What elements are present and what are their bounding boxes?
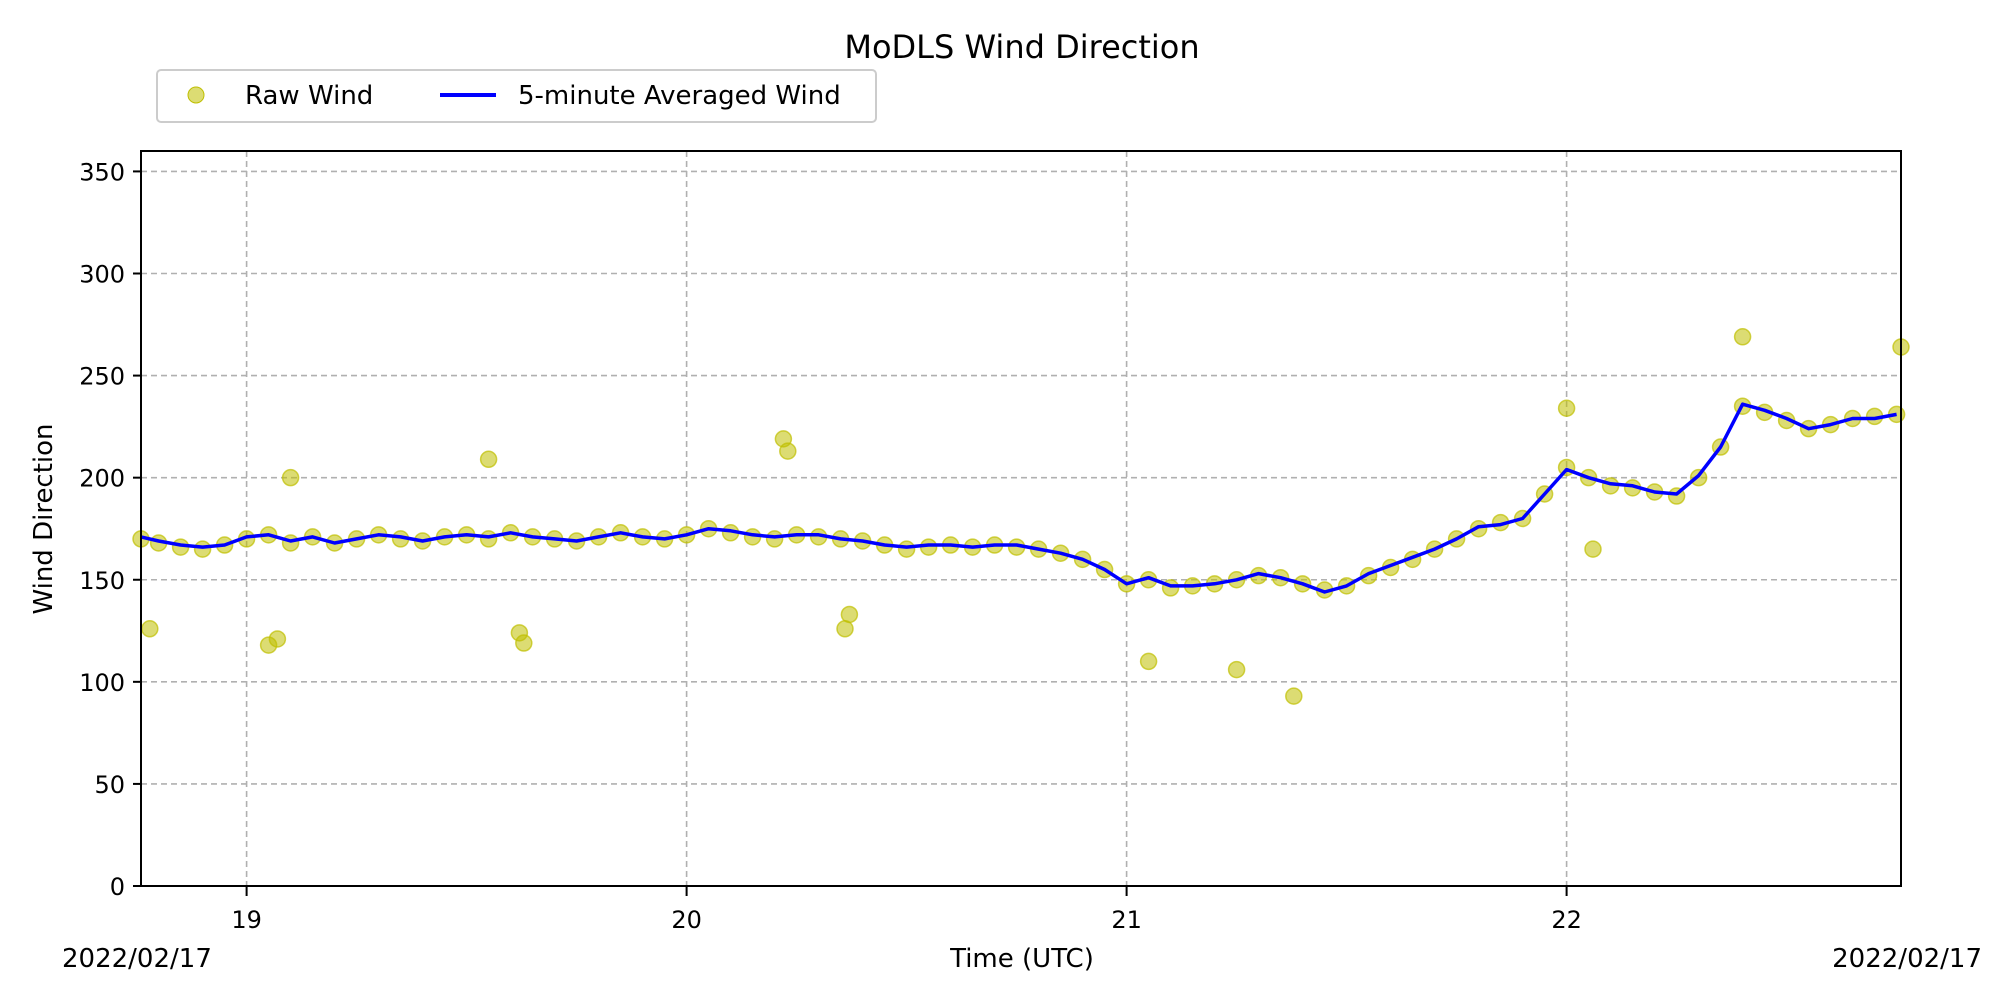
y-tick-label: 50 (94, 771, 125, 799)
date-label-left: 2022/02/17 (62, 944, 212, 974)
raw-wind-point (1139, 652, 1158, 671)
x-tick-label: 19 (231, 906, 262, 934)
raw-wind-point (515, 634, 533, 652)
grid (141, 151, 1901, 886)
x-tick-label: 22 (1551, 906, 1582, 934)
averaged-wind-line (140, 402, 1897, 594)
y-tick-label: 350 (79, 158, 125, 186)
raw-wind-point (1557, 399, 1576, 417)
legend: Raw Wind 5-minute Averaged Wind (156, 69, 877, 123)
raw-wind-point (193, 540, 212, 558)
raw-wind-point (141, 620, 159, 638)
y-tick-label: 250 (79, 363, 125, 391)
raw-wind-point (479, 530, 498, 548)
raw-wind-point (897, 540, 916, 558)
y-tick-label: 300 (79, 261, 125, 289)
chart-title: MoDLS Wind Direction (844, 28, 1199, 66)
y-tick-label: 200 (79, 465, 125, 493)
raw-wind-point (836, 620, 854, 638)
raw-wind-series (132, 328, 1910, 705)
raw-wind-point (281, 468, 300, 487)
legend-raw-marker (187, 86, 205, 104)
raw-wind-point (1733, 328, 1752, 346)
raw-wind-point (1227, 660, 1246, 679)
raw-wind-point (779, 442, 797, 460)
y-tick-label: 150 (79, 567, 125, 595)
raw-wind-point (1584, 540, 1602, 558)
x-tick-label: 21 (1111, 906, 1142, 934)
averaged-wind-series (140, 402, 1897, 594)
y-axis-label: Wind Direction (29, 423, 59, 614)
axis-ticks: 0 50 100 150 200 250 300 350 19 20 21 22 (79, 158, 1582, 934)
legend-raw-label: Raw Wind (245, 81, 373, 111)
raw-wind-point (268, 630, 287, 648)
legend-averaged-label: 5-minute Averaged Wind (518, 81, 841, 111)
y-tick-label: 0 (110, 873, 125, 901)
raw-wind-point (840, 605, 859, 624)
raw-wind-point (281, 534, 300, 552)
raw-wind-point (765, 530, 784, 548)
date-label-right: 2022/02/17 (1832, 944, 1982, 974)
plot-frame (140, 150, 1902, 887)
raw-wind-point (479, 450, 498, 469)
y-tick-label: 100 (79, 669, 125, 697)
raw-wind-point (1285, 687, 1303, 705)
x-tick-label: 20 (671, 906, 702, 934)
x-axis-label: Time (UTC) (949, 944, 1094, 974)
legend-box (156, 69, 877, 123)
